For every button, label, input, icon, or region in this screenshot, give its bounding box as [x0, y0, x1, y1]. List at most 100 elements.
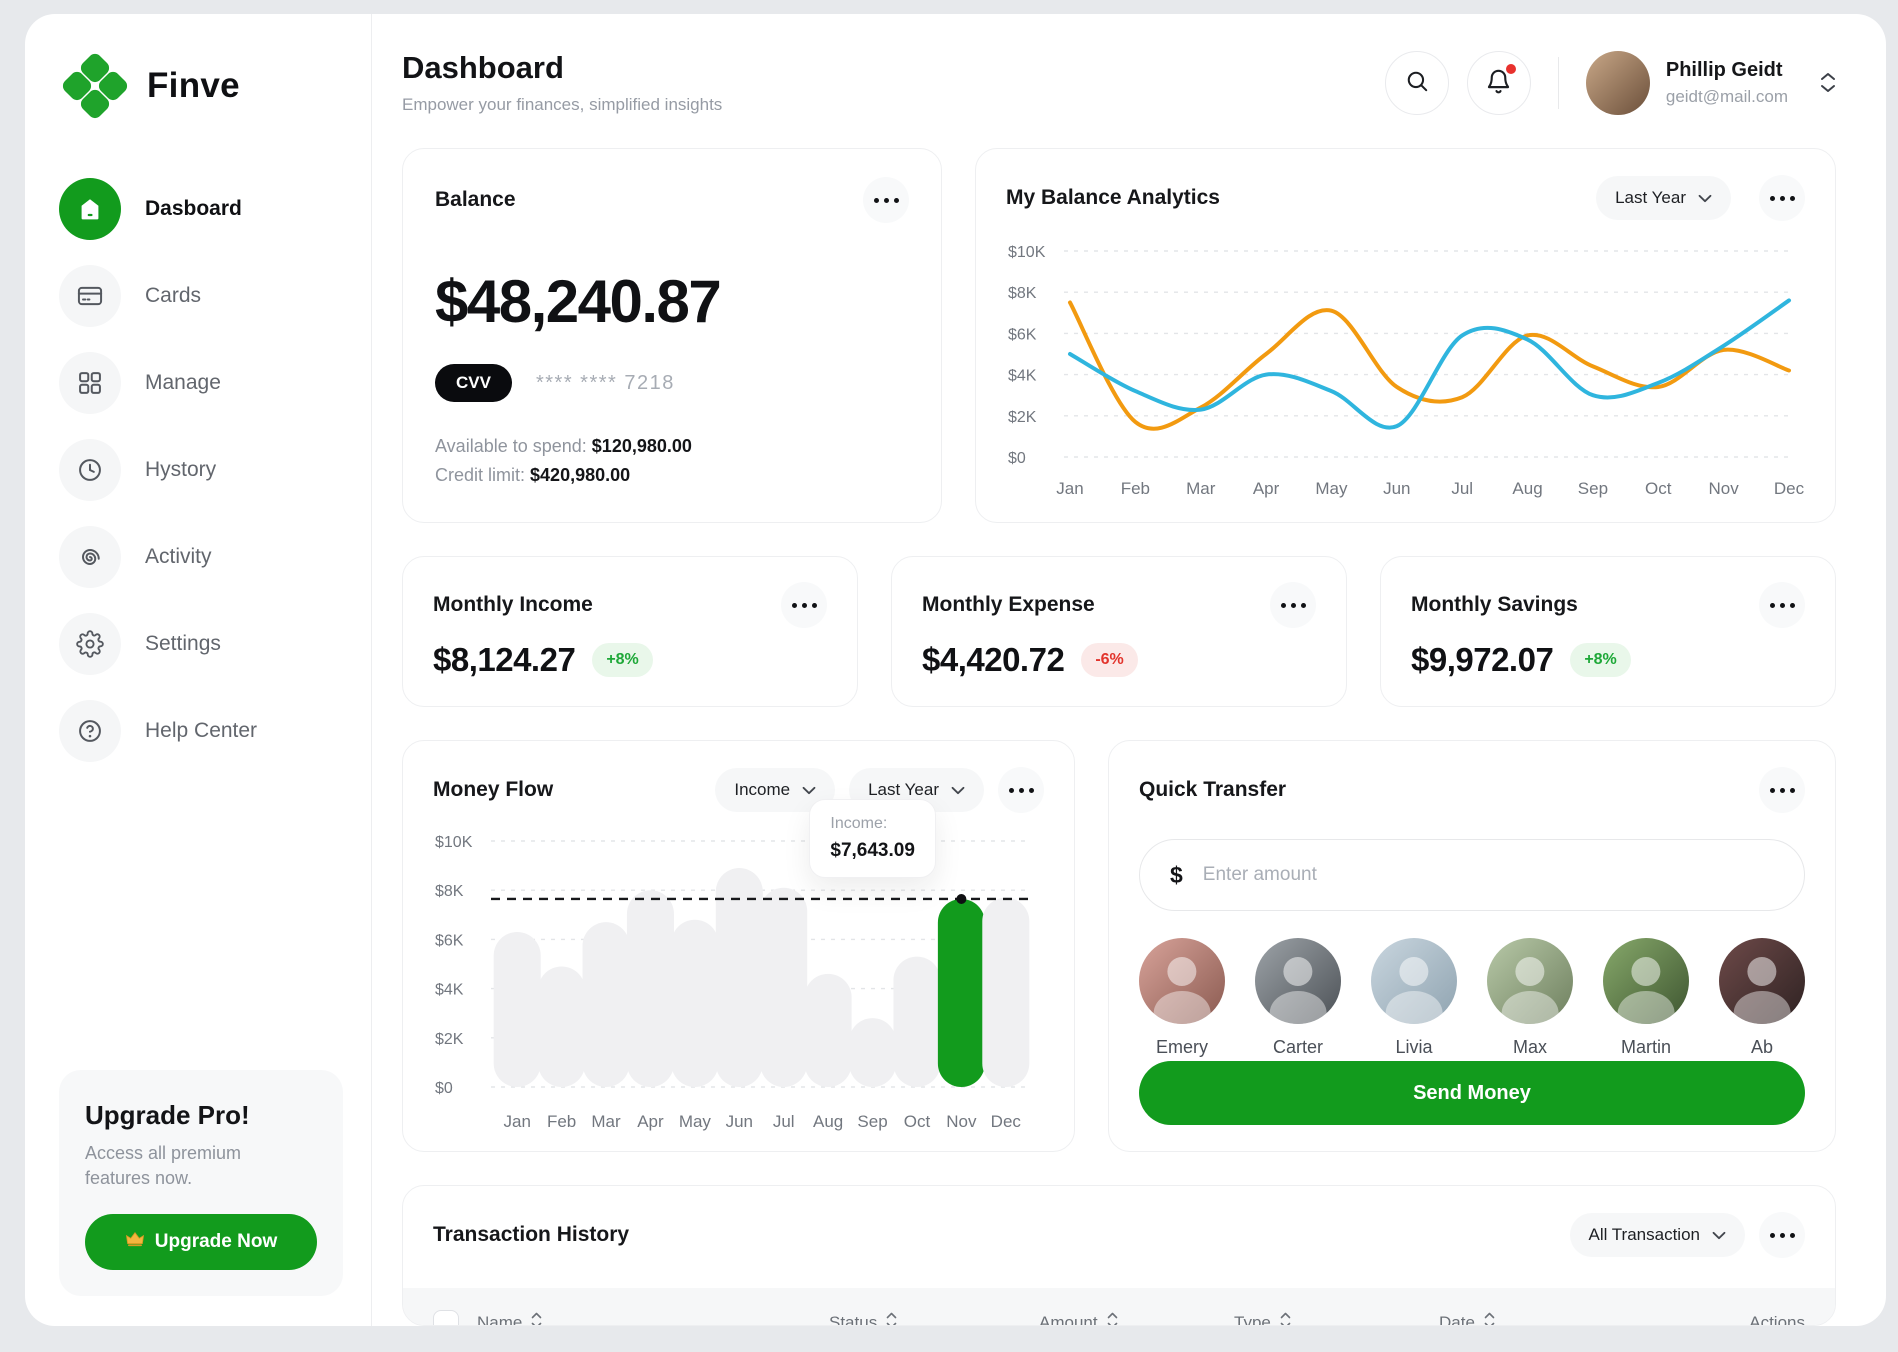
svg-text:Mar: Mar [591, 1112, 621, 1131]
balance-analytics-chart: $0 $2K $4K $6K $8K $10K Jan Feb Mar Apr May Jun Jul A… [1008, 244, 1805, 498]
feb-bar[interactable] [538, 966, 586, 1087]
transaction-filter-dropdown[interactable]: All Transaction [1569, 1213, 1745, 1257]
flow-range-dropdown[interactable]: Last Year [849, 768, 984, 812]
svg-text:Nov: Nov [1709, 479, 1740, 498]
column-header-status[interactable]: Status [829, 1312, 1039, 1325]
upgrade-description: Access all premium features now. [85, 1143, 242, 1188]
svg-text:$8K: $8K [435, 883, 464, 900]
analytics-range-dropdown[interactable]: Last Year [1596, 176, 1731, 220]
quick-transfer-title: Quick Transfer [1139, 778, 1287, 801]
money-flow-menu-button[interactable] [998, 767, 1044, 813]
expense-card-menu-button[interactable] [1270, 582, 1316, 628]
sidebar-item-dashboard[interactable]: Dasboard [59, 178, 343, 240]
quick-transfer-menu-button[interactable] [1759, 767, 1805, 813]
sidebar-item-help-center[interactable]: Help Center [59, 700, 343, 762]
avatar [1603, 938, 1689, 1024]
svg-text:Jan: Jan [1056, 479, 1083, 498]
sidebar-item-label: Settings [145, 632, 221, 655]
jan-bar[interactable] [493, 932, 541, 1087]
credit-card-icon [59, 265, 121, 327]
svg-text:$4K: $4K [1008, 368, 1037, 385]
transaction-menu-button[interactable] [1759, 1212, 1805, 1258]
svg-text:Oct: Oct [1645, 479, 1672, 498]
aug-bar[interactable] [804, 973, 852, 1087]
spiral-icon [59, 526, 121, 588]
sidebar-item-history[interactable]: Hystory [59, 439, 343, 501]
jun-bar[interactable] [715, 868, 763, 1087]
row-metrics: Monthly Income $8,124.27 +8% Monthly Exp… [402, 556, 1836, 707]
income-card-menu-button[interactable] [781, 582, 827, 628]
user-name: Phillip Geidt [1665, 58, 1783, 81]
transfer-contacts: Emery Carter Livia Max [1139, 938, 1805, 1058]
home-icon [59, 178, 121, 240]
svg-text:Jul: Jul [773, 1112, 795, 1131]
mar-bar[interactable] [582, 922, 630, 1087]
flow-range-label: Last Year [868, 780, 939, 799]
contact-max[interactable]: Max [1487, 938, 1573, 1058]
upgrade-now-button[interactable]: Upgrade Now [85, 1214, 317, 1270]
contact-name: Carter [1272, 1037, 1323, 1057]
notifications-button[interactable] [1466, 50, 1531, 115]
contact-emery[interactable]: Emery [1139, 938, 1225, 1058]
sidebar: Finve Dasboard Cards Manage [25, 14, 372, 1326]
svg-text:Nov: Nov [946, 1112, 977, 1131]
amount-input[interactable] [1202, 864, 1774, 886]
sidebar-item-settings[interactable]: Settings [59, 613, 343, 675]
contact-name: Martin [1620, 1037, 1671, 1057]
savings-card-menu-button[interactable] [1759, 582, 1805, 628]
send-money-button[interactable]: Send Money [1139, 1061, 1805, 1125]
user-menu[interactable]: Phillip Geidt geidt@mail.com [1585, 50, 1836, 115]
topbar-divider [1557, 56, 1559, 109]
nov-bar[interactable] [937, 898, 985, 1087]
row-flow-transfer: Money Flow Income Last Year [402, 740, 1836, 1152]
upgrade-title: Upgrade Pro! [85, 1100, 250, 1131]
monthly-expense-card: Monthly Expense $4,420.72 -6% [891, 556, 1347, 707]
column-header-date[interactable]: Date [1439, 1312, 1749, 1325]
apr-bar[interactable] [626, 890, 674, 1087]
svg-text:$10K: $10K [435, 834, 473, 851]
contact-name: Ab [1750, 1037, 1774, 1057]
column-header-amount[interactable]: Amount [1039, 1312, 1234, 1325]
sidebar-item-cards[interactable]: Cards [59, 265, 343, 327]
money-flow-chart[interactable]: $0 $2K $4K $6K $8K $10K Jan Feb Mar Apr May Jun Jul A… [433, 819, 1044, 1133]
svg-text:Feb: Feb [1121, 479, 1150, 498]
balance-analytics-card: My Balance Analytics Last Year $0 $2K $4K $… [975, 148, 1836, 523]
svg-text:Mar: Mar [1186, 479, 1216, 498]
svg-text:Aug: Aug [813, 1112, 843, 1131]
topbar: Dashboard Empower your finances, simplif… [402, 50, 1836, 115]
jul-bar[interactable] [760, 887, 808, 1087]
cvv-pill[interactable]: CVV [435, 364, 512, 402]
column-header-name[interactable]: Name [477, 1312, 829, 1325]
brand-name: Finve [147, 66, 240, 105]
balance-card-menu-button[interactable] [863, 177, 909, 223]
svg-text:May: May [679, 1112, 712, 1131]
monthly-income-card: Monthly Income $8,124.27 +8% [402, 556, 858, 707]
sidebar-item-manage[interactable]: Manage [59, 352, 343, 414]
svg-text:Jan: Jan [503, 1112, 530, 1131]
contact-name: Livia [1395, 1037, 1433, 1057]
oct-bar[interactable] [893, 956, 941, 1087]
may-bar[interactable] [671, 919, 719, 1087]
column-header-type[interactable]: Type [1234, 1312, 1439, 1325]
sep-bar[interactable] [849, 1018, 897, 1087]
select-all-checkbox[interactable] [433, 1310, 459, 1325]
money-flow-card: Money Flow Income Last Year [402, 740, 1075, 1152]
sidebar-item-activity[interactable]: Activity [59, 526, 343, 588]
chevron-down-icon [1712, 1225, 1726, 1245]
flow-metric-dropdown[interactable]: Income [715, 768, 836, 812]
svg-text:$6K: $6K [435, 932, 464, 949]
masked-card-number: **** **** 7218 [535, 371, 675, 394]
avatar [1371, 938, 1457, 1024]
contact-ab[interactable]: Ab [1719, 938, 1805, 1058]
contact-livia[interactable]: Livia [1371, 938, 1457, 1058]
search-button[interactable] [1384, 50, 1449, 115]
bell-icon [1485, 68, 1512, 98]
svg-text:Dec: Dec [1774, 479, 1805, 498]
highlight-dot [956, 893, 967, 904]
dec-bar[interactable] [982, 897, 1030, 1087]
svg-text:Apr: Apr [637, 1112, 664, 1131]
analytics-card-menu-button[interactable] [1759, 175, 1805, 221]
app-frame: Finve Dasboard Cards Manage [25, 14, 1886, 1326]
contact-carter[interactable]: Carter [1255, 938, 1341, 1058]
contact-martin[interactable]: Martin [1603, 938, 1689, 1058]
